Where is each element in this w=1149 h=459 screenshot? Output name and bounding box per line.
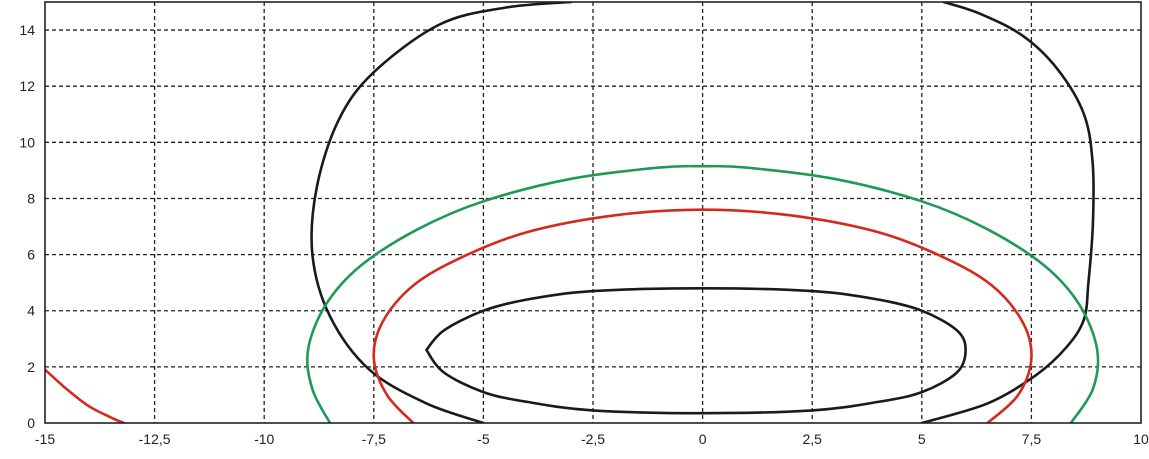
x-tick-label: -5 xyxy=(477,431,490,447)
plot-frame xyxy=(44,1,1142,424)
y-tick-label: 2 xyxy=(27,359,35,375)
curves xyxy=(45,2,1100,423)
x-tick-label: -2,5 xyxy=(581,431,605,447)
x-tick-label: -12,5 xyxy=(139,431,171,447)
x-tick-label: -7,5 xyxy=(362,431,386,447)
y-tick-label: 6 xyxy=(27,247,35,263)
series-line-3 xyxy=(920,2,1095,423)
x-tick-label: -15 xyxy=(35,431,55,447)
x-tick-label: 10 xyxy=(1133,431,1149,447)
y-tick-label: 14 xyxy=(19,22,35,38)
x-tick-label: 0 xyxy=(699,431,707,447)
y-tick-label: 4 xyxy=(27,303,35,319)
y-tick-label: 0 xyxy=(27,415,35,431)
x-tick-label: 5 xyxy=(918,431,926,447)
x-axis-ticks: -15 -12,5 -10 -7,5 -5 -2,5 0 2,5 5 7,5 10 xyxy=(35,431,1149,447)
series-line-2 xyxy=(310,2,573,423)
x-tick-label: 7,5 xyxy=(1022,431,1042,447)
series-line-1 xyxy=(425,287,967,415)
x-tick-label: 2,5 xyxy=(802,431,822,447)
y-tick-label: 8 xyxy=(27,190,35,206)
series-line-5 xyxy=(45,368,126,423)
y-tick-label: 10 xyxy=(19,134,35,150)
y-tick-label: 12 xyxy=(19,78,35,94)
series-line-4 xyxy=(372,208,1033,423)
x-tick-label: -10 xyxy=(254,431,274,447)
series-line-6 xyxy=(305,164,1100,423)
grid xyxy=(45,2,1141,423)
y-axis-ticks: 0 2 4 6 8 10 12 14 xyxy=(19,22,35,431)
